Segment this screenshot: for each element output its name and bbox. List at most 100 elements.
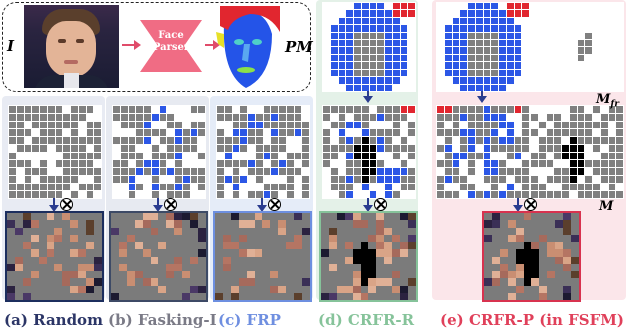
grid-cell: [385, 54, 392, 62]
face-tile: [321, 292, 329, 300]
grid-cell: [338, 160, 346, 167]
face-tile: [111, 271, 119, 279]
grid-cell: [369, 129, 377, 136]
grid-cell: [279, 121, 286, 129]
face-tile: [491, 242, 500, 250]
grid-cell: [600, 40, 608, 47]
grid-cell: [323, 25, 330, 32]
grid-cell: [506, 54, 514, 62]
grid-cell: [452, 84, 460, 91]
grid-cell: [460, 175, 467, 183]
grid-cell: [608, 3, 616, 10]
grid-cell: [78, 168, 86, 175]
face-tile: [46, 227, 55, 235]
grid-cell: [279, 152, 286, 160]
grid-cell: [577, 69, 585, 77]
grid-cell: [86, 106, 94, 113]
face-tile: [286, 242, 295, 250]
face-tile: [14, 234, 23, 242]
grid-cell: [385, 152, 392, 160]
face-tile: [491, 213, 500, 221]
grid-cell: [408, 144, 415, 152]
face-tile: [215, 213, 223, 221]
grid-cell: [475, 175, 483, 183]
grid-cell: [369, 77, 377, 84]
grid-cell: [323, 113, 330, 121]
face-tile: [270, 227, 279, 235]
face-tile: [238, 285, 247, 293]
grid-cell: [338, 152, 346, 160]
grid-cell: [346, 191, 353, 198]
grid-cell: [369, 113, 377, 121]
grid-cell: [400, 137, 408, 144]
grid-cell: [248, 137, 255, 144]
grid-cell: [506, 47, 514, 54]
grid-cell: [302, 183, 309, 191]
face-tile: [158, 292, 167, 300]
grid-cell: [151, 129, 159, 136]
grid-cell: [151, 121, 159, 129]
grid-cell: [94, 152, 101, 160]
face-tile: [507, 220, 516, 228]
grid-cell: [263, 113, 271, 121]
grid-cell: [78, 121, 86, 129]
face-tile: [46, 213, 55, 221]
face-tile: [7, 256, 15, 264]
grid-cell: [71, 152, 78, 160]
grid-cell: [338, 3, 346, 10]
face-tile: [174, 285, 183, 293]
grid-cell: [392, 40, 400, 47]
face-tile: [111, 249, 119, 257]
face-tile: [126, 263, 135, 271]
face-tile: [62, 285, 71, 293]
grid-cell: [330, 40, 338, 47]
grid-cell: [240, 175, 247, 183]
face-tile: [360, 249, 369, 257]
face-tile: [408, 292, 416, 300]
grid-cell: [491, 17, 498, 25]
grid-cell: [546, 113, 554, 121]
grid-cell: [346, 69, 353, 77]
face-tile: [46, 292, 55, 300]
face-tile: [408, 271, 416, 279]
grid-cell: [86, 144, 94, 152]
grid-cell: [16, 106, 24, 113]
face-tile: [392, 234, 401, 242]
face-tile: [392, 278, 401, 286]
grid-cell: [330, 77, 338, 84]
grid-cell: [554, 54, 561, 62]
grid-cell: [120, 129, 128, 136]
face-tile: [286, 285, 295, 293]
face-tile: [555, 285, 564, 293]
grid-cell: [468, 144, 475, 152]
grid-cell: [330, 47, 338, 54]
face-tile: [499, 292, 508, 300]
grid-cell: [151, 144, 159, 152]
grid-cell: [224, 175, 232, 183]
grid-cell: [585, 144, 592, 152]
grid-cell: [616, 168, 623, 175]
face-tile: [484, 285, 492, 293]
grid-cell: [240, 129, 247, 136]
grid-cell: [491, 175, 498, 183]
grid-cell: [460, 69, 467, 77]
face-tile: [262, 213, 271, 221]
face-tile: [563, 285, 572, 293]
grid-cell: [400, 54, 408, 62]
face-tile: [392, 271, 401, 279]
grid-cell: [616, 84, 623, 91]
grid-cell: [593, 175, 600, 183]
grid-cell: [562, 40, 569, 47]
face-tile: [352, 263, 361, 271]
face-tile: [515, 220, 524, 228]
grid-cell: [577, 183, 585, 191]
grid-cell: [361, 32, 369, 40]
grid-cell: [569, 175, 577, 183]
grid-cell: [32, 183, 39, 191]
face-tile: [190, 234, 199, 242]
grid-cell: [232, 144, 240, 152]
face-tile: [491, 292, 500, 300]
grid-cell: [538, 160, 546, 167]
grid-cell: [16, 191, 24, 198]
face-tile: [22, 278, 31, 286]
